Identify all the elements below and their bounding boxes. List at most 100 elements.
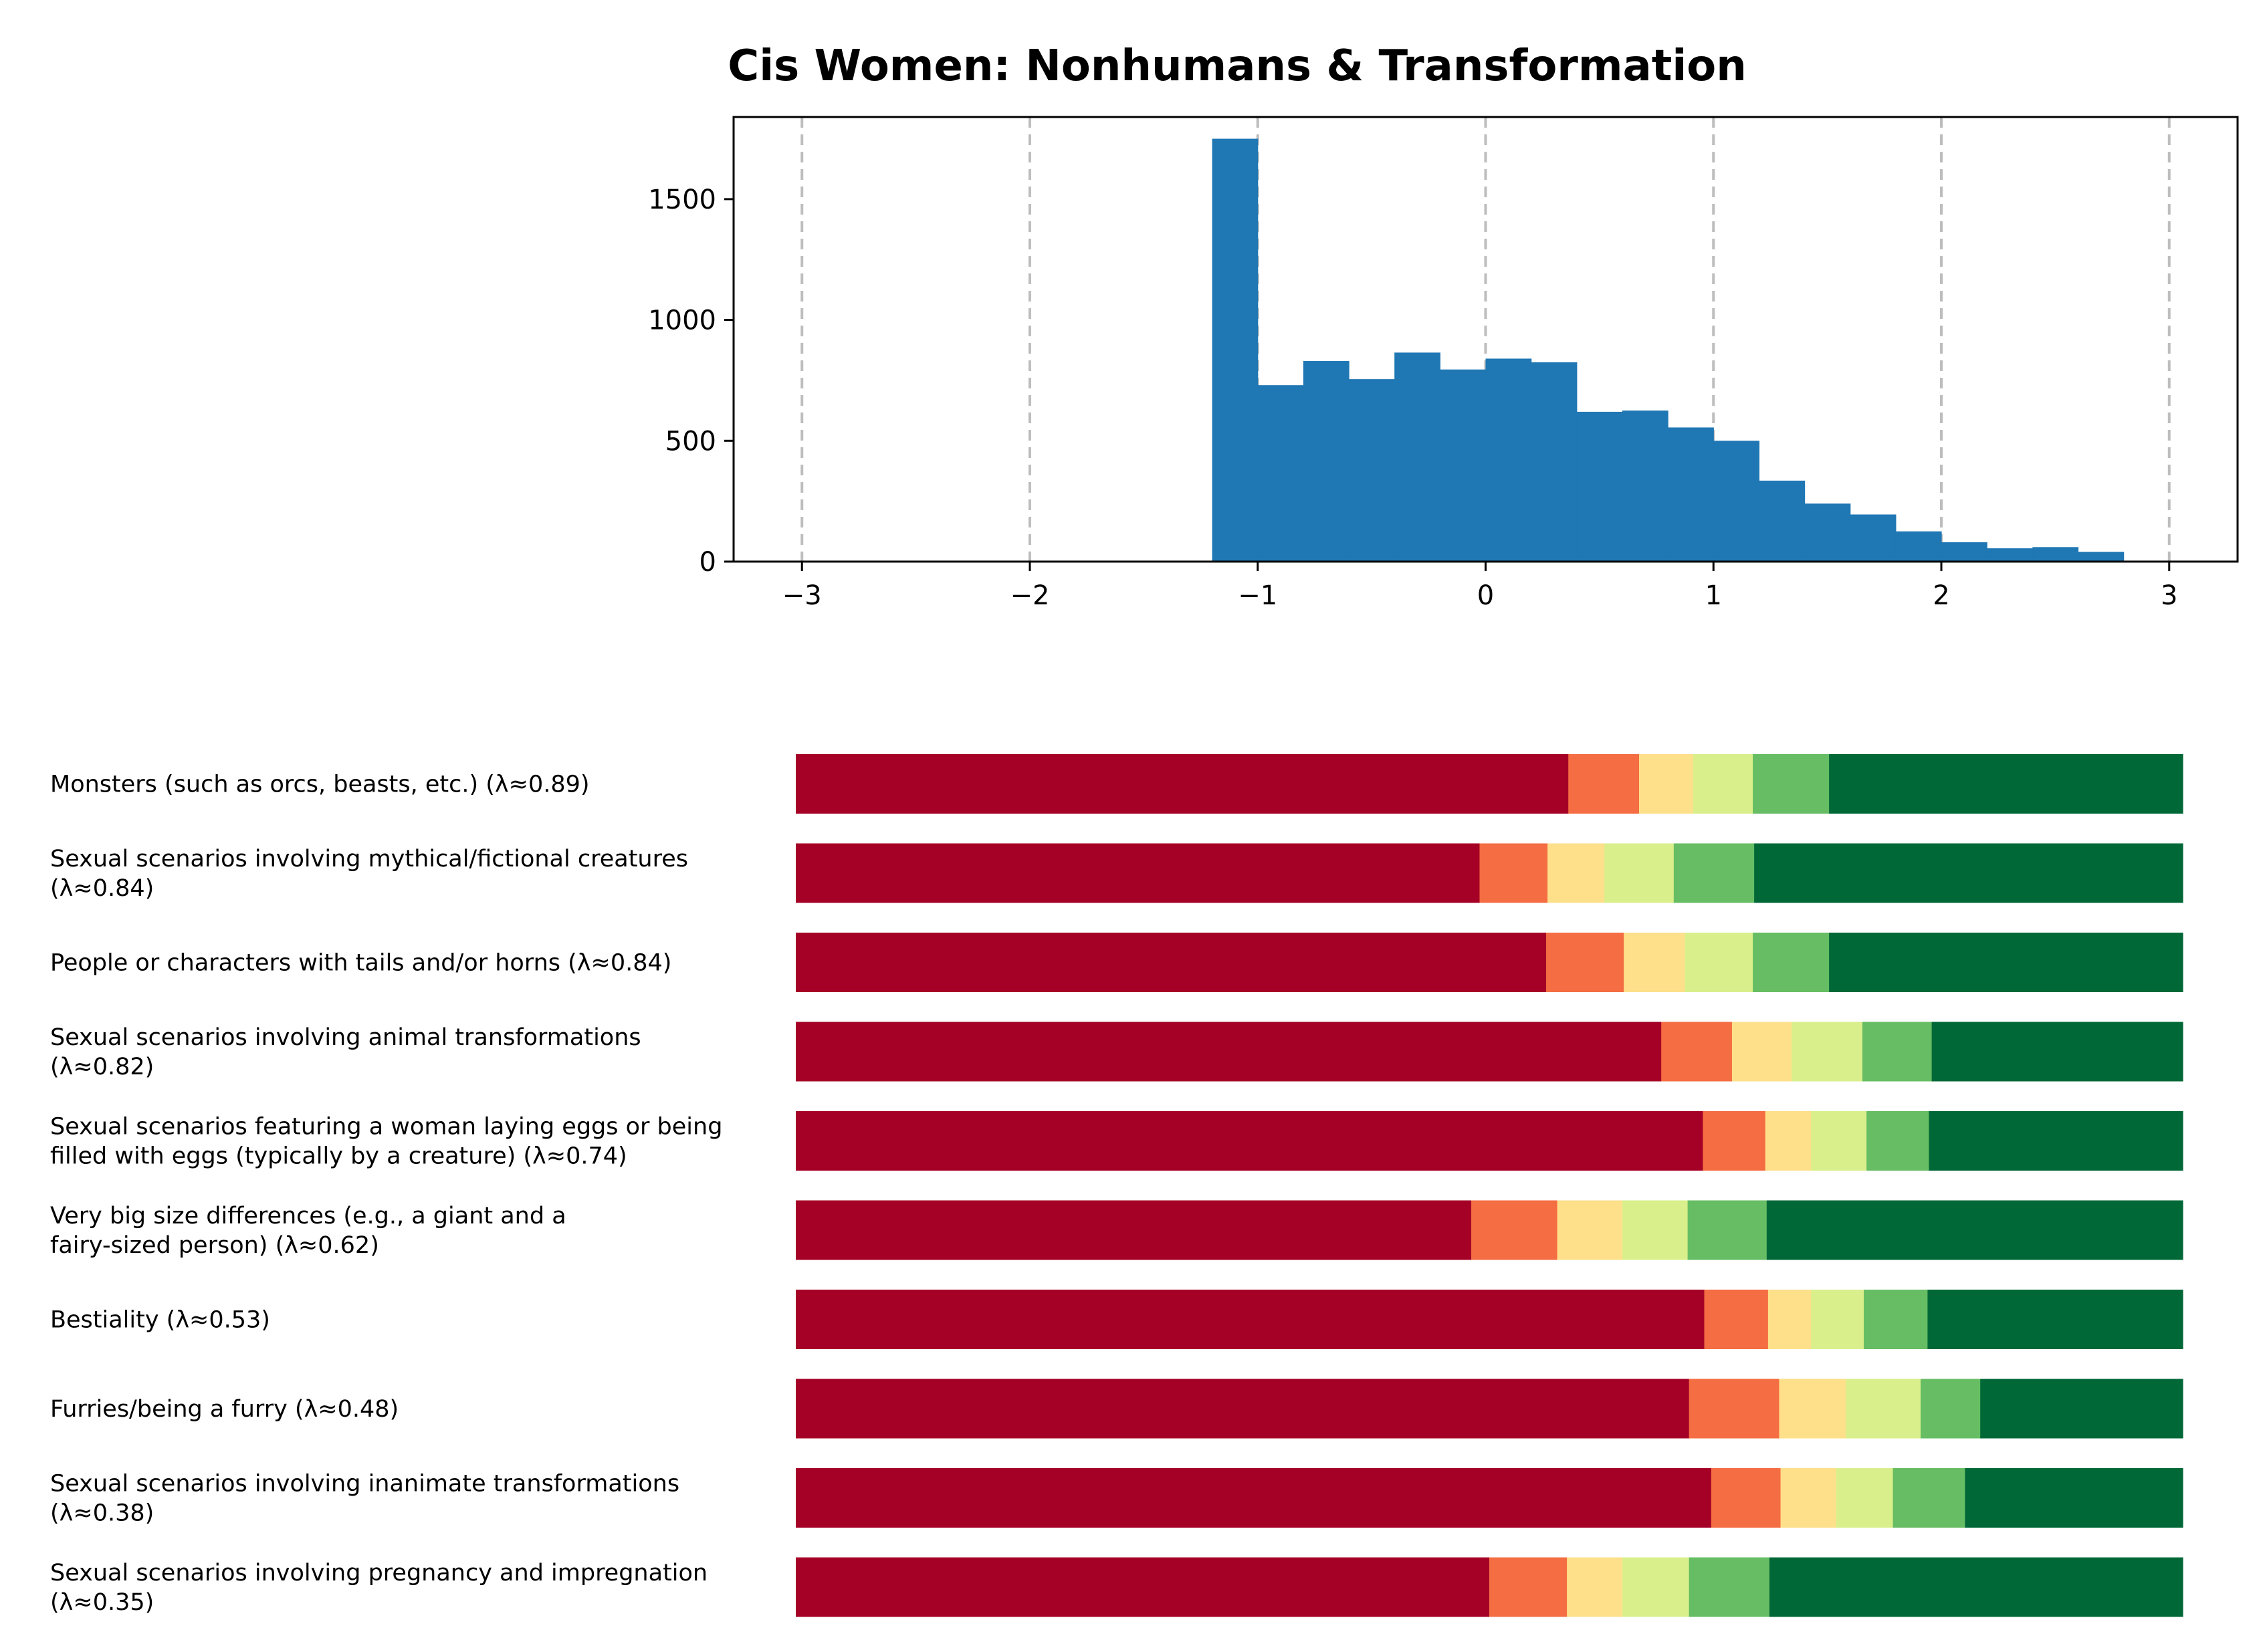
category-label-line: Monsters (such as orcs, beasts, etc.) (λ… [50,772,590,798]
category-label: Sexual scenarios featuring a woman layin… [50,1114,722,1170]
bar-segment [1893,1468,1965,1528]
bar-segment [1929,1111,2183,1171]
category-label: People or characters with tails and/or h… [50,950,671,977]
bar-segment [1731,1022,1792,1082]
category-label-line: (λ≈0.35) [50,1589,154,1616]
bar-segment [1754,843,2183,903]
histogram-bars [1212,138,2125,562]
bar-segment [796,1379,1690,1439]
bar-segment [1769,1557,2183,1617]
bar-segment [1489,1557,1568,1617]
histogram-bar [1622,410,1668,562]
category-label-line: (λ≈0.82) [50,1054,154,1080]
category-label-line: Sexual scenarios involving mythical/fict… [50,846,688,872]
bar-segment [1866,1111,1930,1171]
histogram-bar [1303,361,1350,562]
histogram-bar [2032,547,2079,562]
bar-segment [1638,754,1694,814]
bar-segment [1792,1022,1863,1082]
bar-segment [796,843,1481,903]
histogram-bar [1531,362,1578,562]
bar-segment [1622,1200,1689,1260]
bar-segment [1846,1379,1921,1439]
histogram-bar [2078,552,2125,562]
bar-segment [1546,933,1624,992]
bar-segment [1568,754,1640,814]
category-label: Very big size differences (e.g., a giant… [50,1203,566,1259]
bar-segment [1765,1111,1812,1171]
y-tick-label: 0 [699,547,716,578]
x-tick-label: −1 [1238,580,1277,611]
bar-segment [1711,1468,1782,1528]
bar-segment [1704,1290,1769,1349]
bar-segment [1479,843,1548,903]
histogram-bar [1759,480,1806,562]
bar-segment [1471,1200,1558,1260]
histogram-bar [1668,427,1714,562]
category-labels: Monsters (such as orcs, beasts, etc.) (λ… [50,772,722,1617]
category-label: Monsters (such as orcs, beasts, etc.) (λ… [50,772,590,798]
bar-segment [1661,1022,1733,1082]
histogram-bar [1440,369,1487,562]
category-label-line: Bestiality (λ≈0.53) [50,1307,270,1334]
histogram-bar [1987,548,2033,562]
chart-title: Cis Women: Nonhumans & Transformation [728,41,1747,91]
histogram-bar [1257,385,1304,562]
bar-segment [1673,843,1755,903]
bar-segment [1547,843,1605,903]
x-tick-label: 0 [1477,580,1494,611]
histogram-bar [1850,514,1897,562]
histogram-bar [1713,441,1760,562]
category-label-line: Sexual scenarios involving pregnancy and… [50,1560,708,1586]
bar-segment [796,1468,1712,1528]
bar-segment [1862,1022,1933,1082]
category-label-line: Sexual scenarios involving animal transf… [50,1024,641,1051]
bar-segment [1927,1290,2183,1349]
bar-segment [1811,1111,1867,1171]
bar-segment [796,1111,1703,1171]
category-label: Sexual scenarios involving mythical/fict… [50,846,688,902]
histogram-bar [1349,379,1395,562]
stacked-bars [796,754,2183,1617]
bar-segment [1685,933,1753,992]
stacked-bar-chart: Monsters (such as orcs, beasts, etc.) (λ… [50,754,2183,1617]
bar-segment [1836,1468,1894,1528]
category-label-line: fairy-sized person) (λ≈0.62) [50,1232,379,1259]
bar-segment [1703,1111,1766,1171]
bar-segment [796,1557,1490,1617]
category-label-line: People or characters with tails and/or h… [50,950,671,977]
bar-segment [1567,1557,1623,1617]
bar-segment [796,933,1547,992]
bar-segment [1689,1379,1780,1439]
bar-segment [1753,933,1830,992]
y-axis: 0 500 1000 1500 [648,185,734,578]
bar-segment [1604,843,1675,903]
bar-segment [1622,1557,1690,1617]
y-tick-label: 500 [665,426,716,457]
category-label-line: (λ≈0.38) [50,1500,154,1527]
category-label-line: Sexual scenarios featuring a woman layin… [50,1114,722,1141]
bar-segment [796,754,1569,814]
histogram-bar [1941,542,1987,562]
bar-segment [796,1290,1705,1349]
x-tick-label: −2 [1010,580,1050,611]
bar-segment [1780,1468,1837,1528]
bar-segment [1767,1290,1812,1349]
category-label: Bestiality (λ≈0.53) [50,1307,270,1334]
bar-segment [1829,754,2183,814]
histogram-bar [1212,138,1259,562]
bar-segment [1557,1200,1623,1260]
category-label: Sexual scenarios involving pregnancy and… [50,1560,708,1616]
bar-segment [1921,1379,1981,1439]
histogram-chart: Cis Women: Nonhumans & Transformation −3… [648,41,2239,611]
bar-segment [1965,1468,2183,1528]
bar-segment [1931,1022,2183,1082]
histogram-bar [1895,531,1942,562]
x-tick-label: 1 [1705,580,1722,611]
bar-segment [1980,1379,2183,1439]
bar-segment [1811,1290,1864,1349]
bar-segment [1687,1200,1767,1260]
bar-segment [1863,1290,1928,1349]
bar-segment [796,1022,1662,1082]
